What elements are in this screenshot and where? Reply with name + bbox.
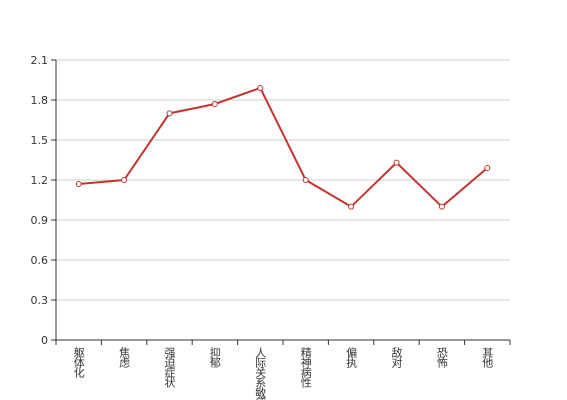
point: [438, 203, 445, 210]
y-tick-label: 1.5: [31, 134, 49, 147]
y-tick-label: 0.3: [31, 294, 49, 307]
point: [211, 101, 218, 107]
y-tick-label: 0.9: [31, 214, 49, 227]
point: [257, 85, 264, 91]
x-tick-label: 其他: [481, 347, 494, 368]
x-tick-label: 抑郁: [208, 346, 221, 368]
x-tick-label: 精神病性: [299, 347, 312, 389]
point: [484, 165, 491, 171]
y-tick-label: 0.6: [31, 254, 49, 267]
x-tick-label: 偏执: [345, 346, 358, 369]
point: [393, 159, 400, 166]
x-tick-label: 强迫症状: [163, 347, 176, 388]
x-tick-label: 焦虑: [118, 347, 131, 368]
point: [75, 181, 82, 187]
x-tick-label: 人际关系敏感: [254, 347, 267, 400]
x-tick-label: 躯体化: [72, 347, 85, 379]
x-tick-label: 敌对: [390, 346, 403, 368]
y-tick-label: 2.1: [31, 54, 49, 67]
y-tick-label: 0: [41, 334, 48, 347]
x-tick-label: 恐怖: [435, 347, 448, 368]
y-tick-label: 1.2: [31, 174, 49, 187]
point: [302, 177, 309, 183]
point: [348, 203, 355, 210]
point: [166, 110, 173, 117]
line: [78, 86, 488, 209]
y-tick-label: 1.8: [31, 94, 49, 107]
point: [121, 177, 128, 183]
